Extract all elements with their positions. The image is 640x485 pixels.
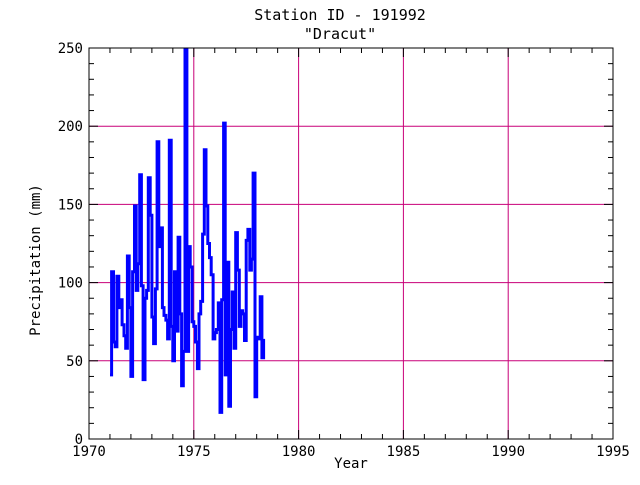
x-tick-label: 1995 (596, 444, 630, 460)
x-tick-label: 1985 (387, 444, 421, 460)
x-axis-label: Year (334, 456, 368, 472)
x-tick-label: 1970 (72, 444, 106, 460)
series-line (110, 48, 266, 414)
grid-lines (89, 48, 613, 439)
y-tick-label: 50 (66, 354, 83, 370)
plot-frame (88, 47, 614, 440)
y-tick-label: 250 (58, 41, 83, 57)
data-series (110, 48, 266, 414)
y-axis-label: Precipitation (mm) (28, 184, 44, 336)
y-tick-label: 100 (58, 276, 83, 292)
chart-subtitle: "Dracut" (304, 25, 376, 43)
x-tick-label: 1975 (177, 444, 211, 460)
y-tick-label: 150 (58, 197, 83, 213)
x-tick-label: 1990 (491, 444, 525, 460)
axes: 1970 1975 1980 1985 1990 1995 0 50 100 150 200 250 (58, 41, 630, 460)
y-tick-label: 0 (75, 432, 83, 448)
chart-title: Station ID - 191992 (254, 6, 426, 24)
y-tick-label: 200 (58, 119, 83, 135)
x-tick-label: 1980 (282, 444, 316, 460)
